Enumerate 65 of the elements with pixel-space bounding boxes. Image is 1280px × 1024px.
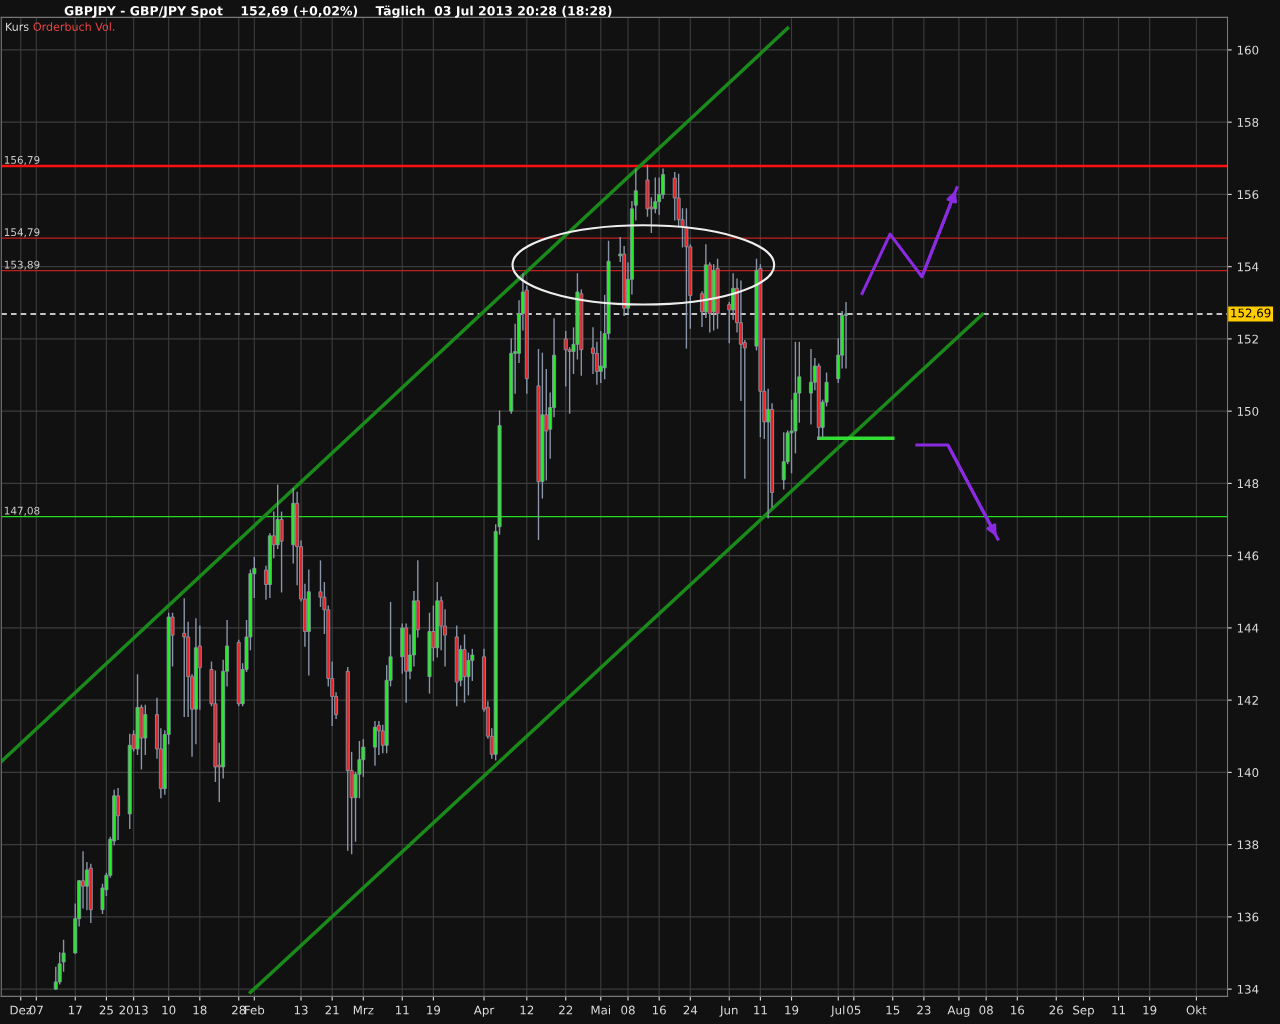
x-tick-label: 19 [427,1005,441,1015]
candlestick [544,368,549,481]
candlestick [143,704,148,756]
y-tick-label: 142 [1237,695,1258,705]
x-tick-label: Okt [1186,1005,1207,1015]
x-tick-label: Sep [1073,1005,1094,1017]
y-tick-label: 146 [1237,551,1259,561]
x-tick-label: 11 [396,1005,409,1015]
ref-line-label: 153,89 [4,260,40,270]
chart-title: GBPJPY - GBP/JPY Spot 152,69 (+0,02%) Täglich 03 Jul 2013 20:28 (18:28) [64,5,612,18]
y-tick-label: 138 [1237,840,1259,850]
x-tick-label: 22 [559,1005,573,1015]
x-tick-label: Jun [719,1005,738,1017]
x-tick-label: Jul [830,1005,845,1017]
y-tick-label: 156 [1237,190,1259,200]
candlestick [373,721,377,766]
x-tick-label: 28 [232,1005,246,1015]
x-tick-label: 12 [520,1005,534,1015]
annotation: Kurs [6,22,29,31]
y-tick-label: 136 [1237,912,1259,922]
x-tick-label: Apr [473,1005,495,1017]
x-tick-label: 16 [1011,1005,1025,1015]
x-tick-label: 11 [754,1005,767,1015]
y-tick-label: 148 [1237,479,1259,489]
candlestick [781,432,786,490]
y-tick-label: 144 [1237,623,1259,633]
y-tick-label: 154 [1237,262,1259,272]
ref-line-label: 156,79 [4,155,40,165]
y-tick-label: 150 [1237,406,1259,416]
x-tick-label: 24 [683,1005,698,1015]
x-tick-label: 19 [785,1005,799,1015]
y-tick-label: 134 [1237,984,1259,994]
x-tick-label: 21 [325,1005,339,1015]
x-tick-label: Feb [245,1005,265,1015]
x-tick-label: 05 [847,1005,861,1015]
x-tick-label: 17 [69,1005,82,1015]
y-tick-label: 140 [1237,768,1259,778]
candlestick [466,652,471,696]
x-tick-label: 23 [917,1005,931,1015]
y-tick-label: 158 [1237,117,1259,127]
x-tick-label: 25 [99,1005,113,1015]
x-tick-label: 08 [621,1005,635,1015]
ref-line-label: 152,69 [1231,308,1271,319]
y-tick-label: 152 [1237,334,1258,344]
ref-line-label: 154,79 [4,228,40,238]
x-tick-label: 26 [1049,1005,1063,1015]
x-tick-label: Aug [947,1005,970,1017]
x-tick-label: 10 [162,1005,176,1015]
x-tick-label: Mrz [353,1005,374,1015]
candlestick [279,511,284,593]
x-tick-label: Mai [591,1005,611,1015]
x-tick-label: 18 [193,1005,207,1015]
candlestick [844,302,848,369]
candlestick [809,349,813,425]
x-tick-label: 2013 [119,1005,148,1015]
y-tick-label: 160 [1237,45,1259,55]
x-tick-label: 19 [1143,1005,1157,1015]
candlestick [116,787,121,840]
ref-line-label: 147,08 [4,506,40,516]
x-tick-label: 11 [1112,1005,1125,1015]
x-tick-label: 13 [294,1005,308,1015]
x-tick-label: 15 [886,1005,900,1015]
x-tick-label: 08 [979,1005,993,1015]
x-tick-label: 16 [652,1005,666,1015]
annotation: Orderbuch Vol. [33,22,115,31]
